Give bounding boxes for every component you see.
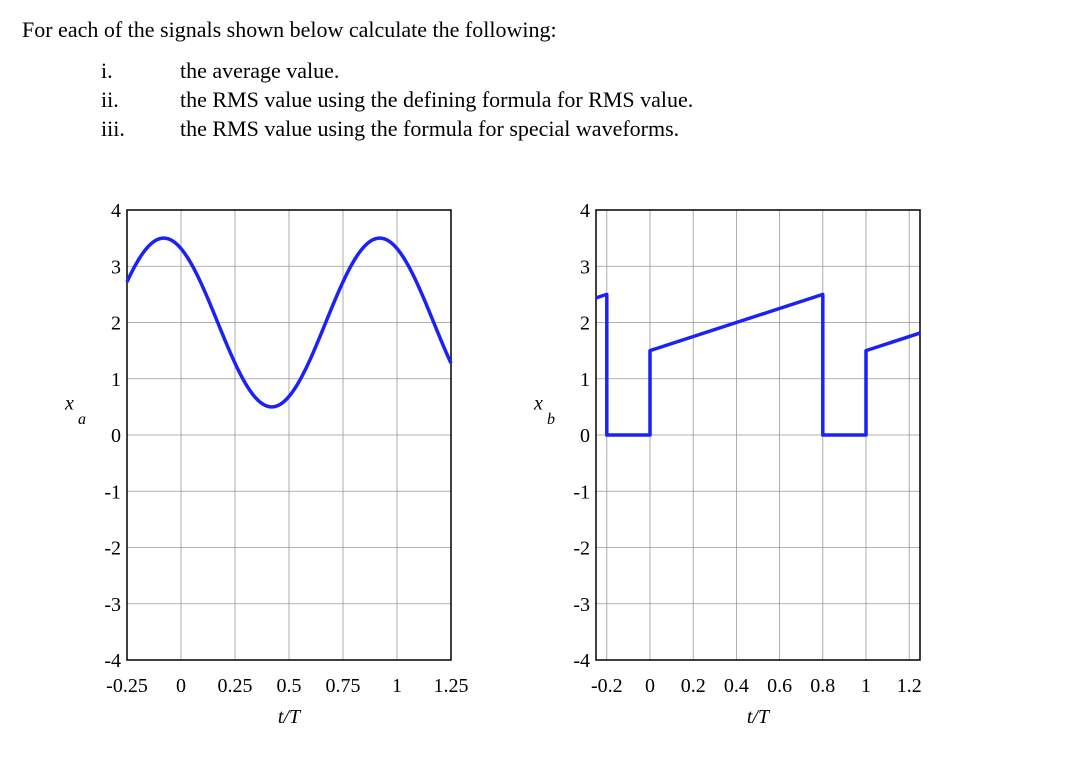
item-number: ii.	[101, 87, 119, 112]
y-tick-label: -1	[573, 481, 590, 503]
plot-frame	[595, 209, 921, 661]
x-tick-label: 0.4	[724, 675, 749, 697]
x-axis-label: t/T	[747, 706, 771, 728]
item-text: the average value.	[180, 58, 340, 83]
y-axis-label-subscript: a	[78, 411, 86, 428]
chart-b: 4 3 2 1 0 -1 -2 -3 -4-0.2 0 0.2 0.4 0.6 0.8 1 1.2 t/T xb	[533, 200, 922, 728]
y-tick-label: 4	[111, 200, 121, 222]
question-intro: For each of the signals shown below calc…	[22, 17, 557, 42]
x-tick-label: -0.2	[591, 675, 623, 697]
x-tick-label: 0	[645, 675, 655, 697]
item-text: the RMS value using the defining formula…	[180, 87, 694, 112]
y-tick-label: 0	[580, 425, 590, 447]
x-tick-label: 1.2	[897, 675, 922, 697]
x-tick-label: 0.6	[767, 675, 792, 697]
y-tick-label: -4	[573, 650, 590, 672]
x-tick-label: 0.75	[326, 675, 361, 697]
y-tick-label: 0	[111, 425, 121, 447]
plot-frame	[126, 209, 452, 661]
signal-line	[595, 292, 921, 437]
y-tick-label: 3	[580, 256, 590, 278]
y-tick-label: -1	[104, 481, 121, 503]
chart-a: 4 3 2 1 0 -1 -2 -3 -4 -0.25 0 0.25 0.5 0.75 1 1.25 t/T xa	[64, 200, 469, 728]
x-tick-label: 0.2	[681, 675, 706, 697]
y-axis-label-subscript: b	[547, 411, 555, 428]
y-tick-label: 1	[111, 369, 121, 391]
x-axis-label: t/T	[278, 706, 302, 728]
x-tick-label: 0.8	[810, 675, 835, 697]
y-tick-label: -2	[573, 538, 590, 560]
y-tick-label: 2	[111, 313, 121, 335]
y-tick-label: 1	[580, 369, 590, 391]
y-axis-label: x	[533, 393, 543, 415]
item-text: the RMS value using the formula for spec…	[180, 116, 680, 141]
y-tick-label: 2	[580, 313, 590, 335]
y-axis-label: x	[64, 393, 74, 415]
y-tick-label: -2	[104, 538, 121, 560]
item-number: i.	[101, 58, 113, 83]
y-tick-label: 4	[580, 200, 590, 222]
y-tick-label: 3	[111, 256, 121, 278]
x-tick-label: 0	[176, 675, 186, 697]
signal-line	[125, 236, 453, 409]
y-tick-label: -3	[573, 594, 590, 616]
x-tick-label: 0.25	[218, 675, 253, 697]
x-tick-label: 1	[392, 675, 402, 697]
x-tick-label: 0.5	[277, 675, 302, 697]
x-tick-label: 1	[861, 675, 871, 697]
x-tick-label: -0.25	[106, 675, 148, 697]
x-tick-label: 1.25	[434, 675, 469, 697]
y-tick-label: -3	[104, 594, 121, 616]
y-tick-label: -4	[104, 650, 121, 672]
item-number: iii.	[101, 116, 125, 141]
